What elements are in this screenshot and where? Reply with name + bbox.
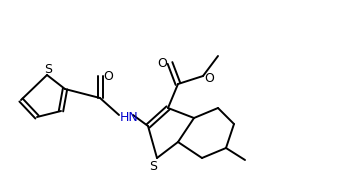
Text: HN: HN [120,111,139,123]
Text: O: O [103,70,113,82]
Text: O: O [204,71,214,85]
Text: S: S [149,160,157,172]
Text: S: S [44,62,52,76]
Text: O: O [157,56,167,70]
